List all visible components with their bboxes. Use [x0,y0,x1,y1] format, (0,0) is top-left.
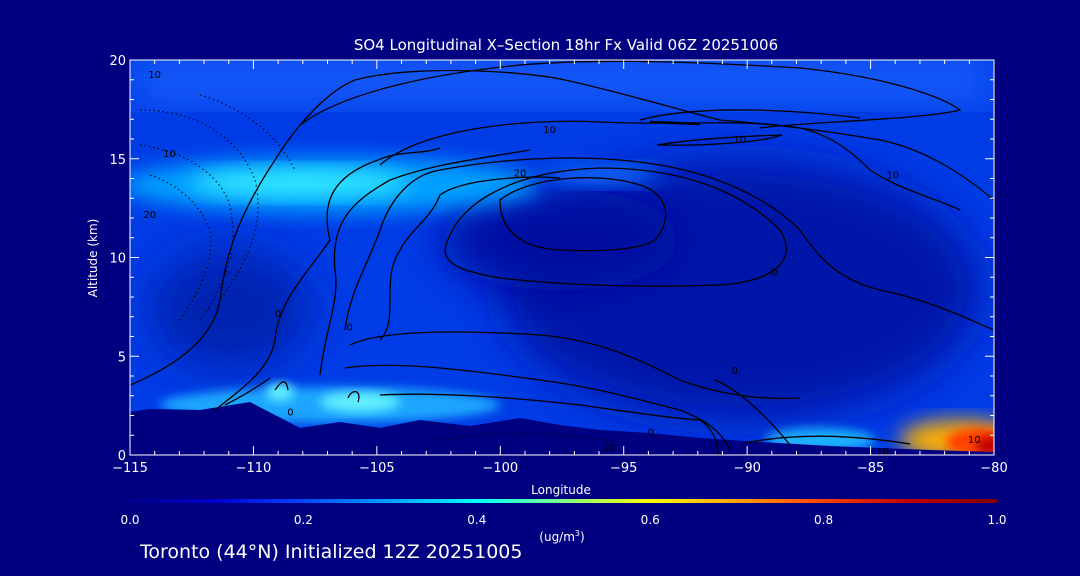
x-tick-label: −105 [359,461,395,476]
contour-line [347,391,360,403]
contour-line [224,377,289,406]
contour-line [344,364,731,451]
contour-line-dashed [149,174,212,321]
terrain-mask [130,402,994,455]
y-axis-label: Altitude (km) [86,219,100,298]
y-tick-label: 15 [109,153,126,168]
x-tick-label: −90 [733,461,760,476]
x-tick-label: −80 [980,461,1007,476]
colorbar-ticks: 0.0 0.2 0.4 0.6 0.8 1.0 [120,513,1006,527]
contour-label: 10 [733,135,746,146]
contour-label: 10 [543,125,556,136]
upper-band-core [190,169,410,197]
colorbar-units-prefix: (ug/m [539,530,575,544]
contour-line [379,120,961,211]
contour-label: 10 [148,70,161,81]
contour-line [319,149,531,376]
contour-line [714,379,791,446]
contour-label: 0 [275,309,281,320]
x-axis-label: Longitude [531,483,591,497]
contour-line [344,157,994,331]
colorbar-units: (ug/m3) [539,529,584,544]
contour-line [379,393,719,455]
contour-line-dashed [199,94,296,171]
footer-caption: Toronto (44°N) Initialized 12Z 20251005 [140,541,523,563]
x-tick-label: −100 [482,461,518,476]
low-level-max-b [266,383,294,401]
x-tick-label: −95 [610,461,637,476]
contour-line [379,176,561,341]
x-tick-label: −110 [236,461,272,476]
colorbar-units-suffix: ) [580,530,585,544]
colorbar-tick-label: 0.6 [641,513,660,527]
contour-line-dashed [139,144,234,321]
y-tick-label: 5 [118,350,126,365]
colorbar-tick-label: 1.0 [987,513,1006,527]
y-tick-label: 0 [118,449,126,464]
contour-label: 0 [771,267,777,278]
x-tick-label: −85 [857,461,884,476]
contour-lines [130,60,994,455]
contour-label: 10 [163,149,176,160]
contour-line [649,120,701,126]
contour-label-layer: 10 10 20 10 10 20 10 0 0 0 0 0 0 10 10 10 [143,70,981,458]
contour-line [444,167,787,287]
y-axis: 0 5 10 15 20 [109,54,994,464]
x-axis: −115 −110 −105 −100 −95 −90 −85 −80 [112,60,1008,476]
mid-field-minimum-core [440,190,680,290]
contour-label: 0 [347,323,353,334]
contour-line [349,331,801,400]
colorbar-strip [130,499,997,503]
colorbar: 0.0 0.2 0.4 0.6 0.8 1.0 (ug/m3) [120,499,1007,544]
contour-label: 0 [287,408,293,419]
contour-line [639,109,861,121]
contour-label: 20 [514,169,527,180]
contour-line-dashed [439,432,621,443]
contour-line [656,134,783,146]
contour-line [499,177,667,252]
contour-label: 10 [877,447,890,458]
colorbar-tick-label: 0.4 [467,513,486,527]
contour-label: 20 [143,210,156,221]
colorbar-tick-label: 0.8 [814,513,833,527]
plot-area: 10 10 20 10 10 20 10 0 0 0 0 0 0 10 10 10 [130,60,994,458]
y-tick-label: 10 [109,252,126,267]
contour-label: 0 [648,427,654,438]
contour-line [744,435,911,445]
contour-label: 10 [603,443,616,454]
low-level-max-a [320,392,400,412]
contour-label: 0 [732,366,738,377]
colorbar-units-sup: 3 [575,529,580,538]
contour-label: 10 [968,435,981,446]
contour-line [214,147,441,411]
contour-label: 10 [886,171,899,182]
chart-title: SO4 Longitudinal X–Section 18hr Fx Valid… [354,36,778,54]
negative-contour-lines [139,94,621,443]
x-tick-label: −115 [112,461,148,476]
y-tick-label: 20 [109,54,126,69]
surface-plume-core [976,436,994,455]
contour-line [299,60,962,129]
west-field-minimum [150,250,310,370]
colorbar-tick-label: 0.2 [294,513,313,527]
colorbar-tick-label: 0.0 [120,513,139,527]
